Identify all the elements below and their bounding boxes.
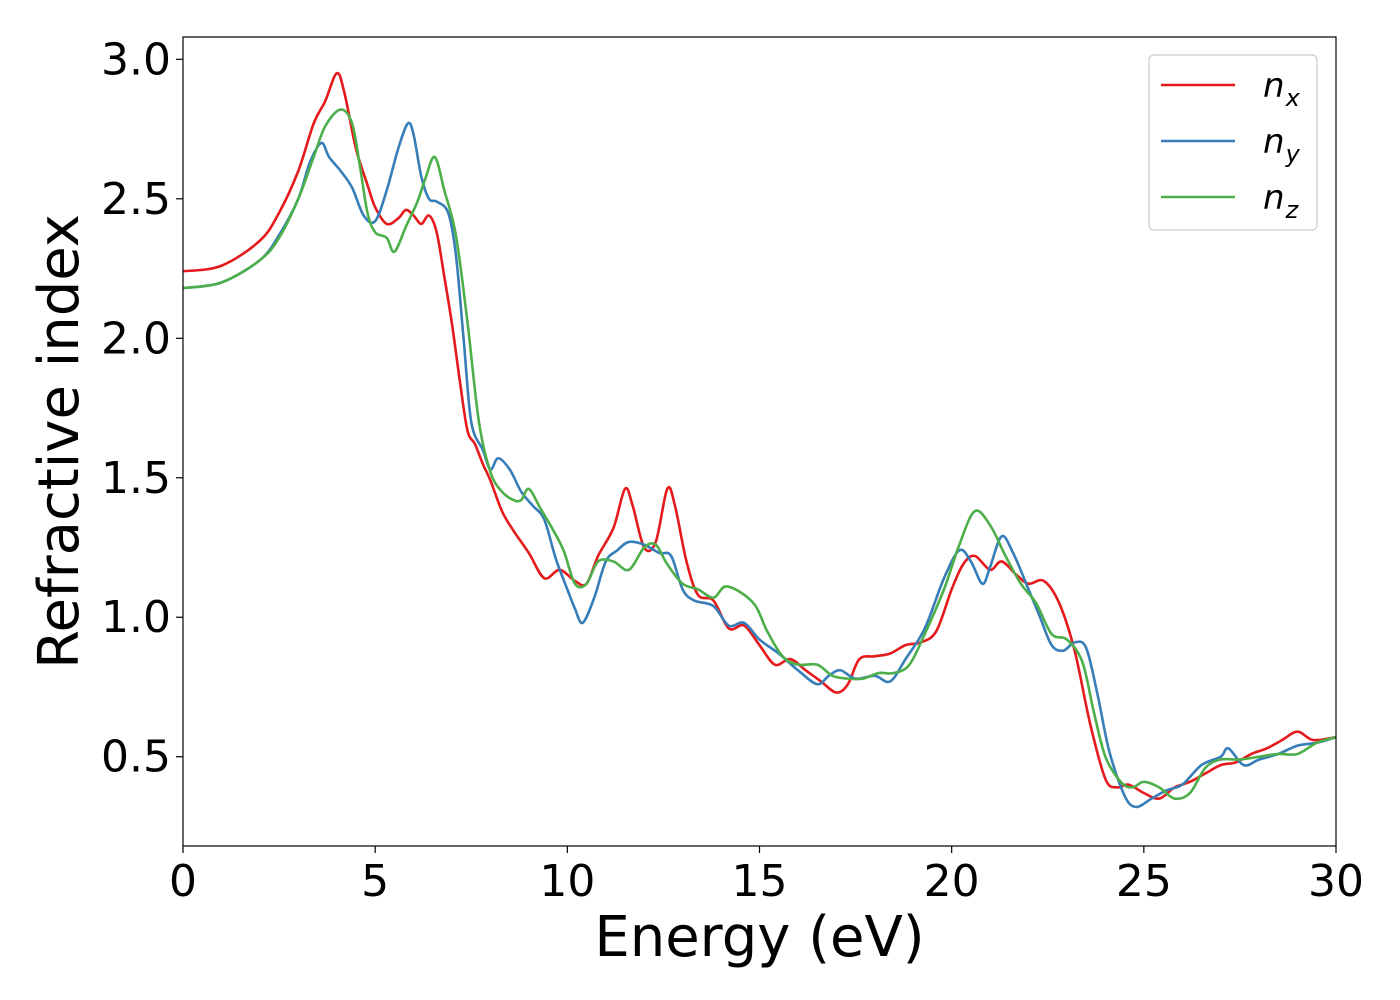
legend-label-ny: ny <box>1263 122 1301 168</box>
y-tick-label: 2.0 <box>101 313 171 364</box>
y-tick-label: 1.5 <box>101 453 171 504</box>
x-tick-label: 0 <box>169 856 197 907</box>
legend-label-nx: nx <box>1263 66 1301 112</box>
series-layer <box>182 71 1337 809</box>
x-tick-label: 15 <box>732 856 788 907</box>
x-axis-ticks: 0 5 10 15 20 25 30 <box>169 846 1364 907</box>
legend-label-base: n <box>1263 122 1285 162</box>
legend-label-subscript: x <box>1285 84 1301 112</box>
x-tick-label: 30 <box>1308 856 1364 907</box>
x-tick-label: 5 <box>361 856 389 907</box>
legend-label-base: n <box>1263 66 1285 106</box>
x-axis-label: Energy (eV) <box>594 905 924 970</box>
series-line-nx <box>182 71 1337 800</box>
y-tick-label: 0.5 <box>101 732 171 783</box>
legend-label-base: n <box>1263 178 1285 218</box>
legend-label-subscript: z <box>1285 196 1300 224</box>
x-tick-label: 25 <box>1116 856 1172 907</box>
series-line-nz <box>182 108 1337 801</box>
series-line-ny <box>182 121 1337 809</box>
legend-label-subscript: y <box>1285 140 1301 168</box>
y-tick-label: 3.0 <box>101 34 171 85</box>
legend-box <box>1148 54 1318 231</box>
x-tick-label: 10 <box>539 856 595 907</box>
y-tick-label: 1.0 <box>101 592 171 643</box>
y-axis-label: Refractive index <box>27 214 92 669</box>
y-tick-label: 2.5 <box>101 174 171 225</box>
legend-label-nz: nz <box>1263 178 1300 224</box>
x-tick-label: 20 <box>924 856 980 907</box>
y-axis-ticks: 0.5 1.0 1.5 2.0 2.5 3.0 <box>101 34 183 783</box>
